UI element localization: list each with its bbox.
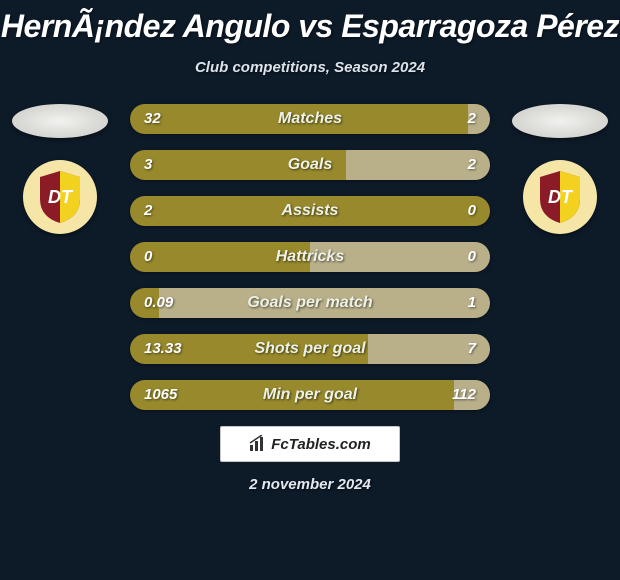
stat-value-right: 0 <box>468 196 476 226</box>
svg-text:DT: DT <box>548 187 574 207</box>
stat-value-right: 1 <box>468 288 476 318</box>
stat-value-left: 1065 <box>144 380 177 410</box>
stat-bar-right <box>159 288 490 318</box>
club-shield-icon: DT <box>536 169 584 225</box>
stat-value-left: 2 <box>144 196 152 226</box>
stat-value-right: 7 <box>468 334 476 364</box>
stat-bar-left <box>130 196 490 226</box>
stat-value-right: 2 <box>468 150 476 180</box>
stat-row: 32Goals <box>130 150 490 180</box>
stat-row: 13.337Shots per goal <box>130 334 490 364</box>
stat-bar-left <box>130 242 310 272</box>
player-right-avatar <box>512 104 608 138</box>
comparison-stage: DT DT 322Matches32Goals20Assists00Hattri… <box>0 104 620 410</box>
brand-logo: FcTables.com <box>220 426 400 462</box>
stat-value-right: 0 <box>468 242 476 272</box>
stat-value-right: 2 <box>468 104 476 134</box>
svg-text:DT: DT <box>48 187 74 207</box>
club-shield-icon: DT <box>36 169 84 225</box>
footer-date: 2 november 2024 <box>0 476 620 493</box>
chart-icon <box>249 435 267 453</box>
page-title: HernÃ¡ndez Angulo vs Esparragoza Pérez <box>0 0 620 45</box>
stat-bar-right <box>310 242 490 272</box>
stat-bar-left <box>130 150 346 180</box>
stat-value-left: 0.09 <box>144 288 173 318</box>
stat-row: 322Matches <box>130 104 490 134</box>
club-badge-right: DT <box>523 160 597 234</box>
stat-value-left: 32 <box>144 104 161 134</box>
brand-text: FcTables.com <box>271 436 370 453</box>
stat-value-left: 3 <box>144 150 152 180</box>
stat-row: 20Assists <box>130 196 490 226</box>
player-left-slot: DT <box>10 104 110 234</box>
stat-value-left: 13.33 <box>144 334 182 364</box>
stat-value-left: 0 <box>144 242 152 272</box>
stat-row: 1065112Min per goal <box>130 380 490 410</box>
stat-value-right: 112 <box>452 380 476 410</box>
stat-row: 0.091Goals per match <box>130 288 490 318</box>
player-left-avatar <box>12 104 108 138</box>
player-right-slot: DT <box>510 104 610 234</box>
club-badge-left: DT <box>23 160 97 234</box>
stat-rows: 322Matches32Goals20Assists00Hattricks0.0… <box>130 104 490 410</box>
stat-bar-left <box>130 104 468 134</box>
stat-bar-left <box>130 380 454 410</box>
subtitle: Club competitions, Season 2024 <box>0 59 620 76</box>
stat-row: 00Hattricks <box>130 242 490 272</box>
